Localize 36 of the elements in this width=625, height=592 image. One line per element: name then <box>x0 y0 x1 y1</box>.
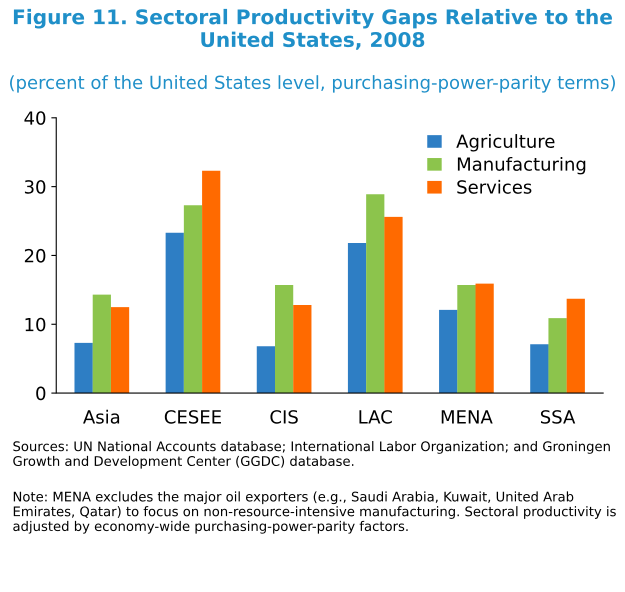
bar <box>293 305 312 394</box>
bar <box>384 216 403 394</box>
bar <box>530 344 548 394</box>
chart-title: Figure 11. Sectoral Productivity Gaps Relative to the United States, 2008 <box>14 8 612 50</box>
x-tick-label: LAC <box>359 410 392 424</box>
bar <box>202 170 220 394</box>
bar <box>439 310 458 394</box>
bar <box>275 285 294 394</box>
legend-label: Services <box>457 180 532 194</box>
source-note: Sources: UN National Accounts database; International Labor Organization; and Groningen Growth and Development Center (GGDC) database. <box>13 441 610 469</box>
y-tick-label: 0 <box>36 386 46 400</box>
x-tick-label: Asia <box>83 410 120 424</box>
bar <box>348 243 366 394</box>
x-tick-label: CESEE <box>164 410 221 424</box>
y-tick-label: 40 <box>24 111 46 125</box>
bar <box>110 307 130 394</box>
bar <box>92 294 111 394</box>
y-tick-label: 20 <box>24 248 46 263</box>
bar <box>457 285 476 394</box>
chart-subtitle: (percent of the United States level, purchasing-power-parity terms) <box>10 75 615 93</box>
bar <box>548 318 567 394</box>
bar <box>476 284 494 394</box>
y-tick-label: 10 <box>26 318 46 332</box>
x-tick-label: SSA <box>540 410 576 424</box>
x-tick-label: MENA <box>442 410 493 424</box>
x-tick-label: CIS <box>270 410 298 424</box>
bar <box>184 205 202 394</box>
legend-label: Manufacturing <box>458 156 586 174</box>
y-tick-label: 30 <box>24 180 46 194</box>
bar <box>566 298 585 394</box>
text: Note: MENA excludes the major oil exporters (e.g., Saudi Arabia, Kuwait, United Arab Emirates, Qatar) to focus on non-resource-intensive manufacturing. Sectoral productivity is adjusted by economy-wide purchasing-power-parity factors. <box>13 491 616 534</box>
bar <box>166 232 184 394</box>
bar <box>366 194 384 394</box>
legend-label: Agriculture <box>456 134 554 152</box>
bar <box>256 346 275 394</box>
bar <box>74 342 93 394</box>
